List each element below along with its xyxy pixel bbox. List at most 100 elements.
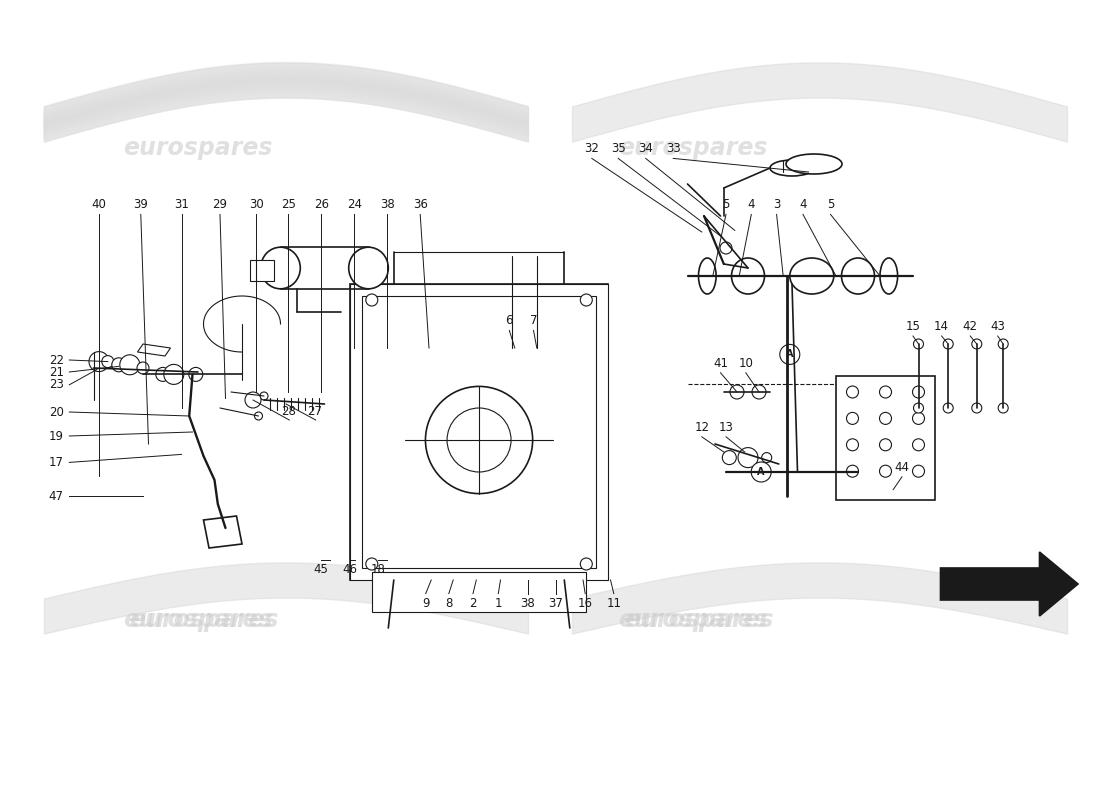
Ellipse shape [770, 160, 814, 176]
Text: 4: 4 [800, 198, 806, 211]
Polygon shape [940, 552, 1078, 616]
Ellipse shape [261, 247, 300, 289]
Text: 8: 8 [446, 597, 452, 610]
Circle shape [998, 403, 1009, 413]
Ellipse shape [349, 247, 388, 289]
Text: 35: 35 [610, 142, 626, 155]
Circle shape [138, 362, 148, 374]
Text: 5: 5 [827, 198, 834, 211]
Text: 11: 11 [606, 597, 621, 610]
Text: 23: 23 [48, 378, 64, 391]
Circle shape [245, 392, 261, 408]
Circle shape [880, 439, 891, 451]
Circle shape [581, 294, 592, 306]
Text: 37: 37 [548, 597, 563, 610]
Circle shape [880, 386, 891, 398]
Text: 41: 41 [713, 357, 728, 370]
Circle shape [943, 339, 954, 349]
Ellipse shape [880, 258, 898, 294]
Circle shape [913, 439, 924, 451]
Text: 1: 1 [495, 597, 502, 610]
Text: 31: 31 [174, 198, 189, 211]
Text: 29: 29 [212, 198, 228, 211]
Circle shape [847, 439, 858, 451]
Text: eurospares: eurospares [129, 608, 278, 632]
Circle shape [761, 453, 772, 462]
Text: 32: 32 [584, 142, 600, 155]
Text: 19: 19 [48, 430, 64, 442]
Circle shape [751, 462, 771, 482]
Text: 38: 38 [520, 597, 536, 610]
Circle shape [752, 385, 766, 399]
Text: 44: 44 [894, 461, 910, 474]
Text: 5: 5 [723, 198, 729, 211]
Text: 40: 40 [91, 198, 107, 211]
Text: 12: 12 [694, 421, 710, 434]
Text: 46: 46 [342, 563, 358, 576]
Circle shape [780, 344, 800, 364]
Circle shape [913, 339, 924, 349]
Text: 22: 22 [48, 354, 64, 366]
Text: 25: 25 [280, 198, 296, 211]
Circle shape [156, 367, 169, 382]
Circle shape [971, 403, 982, 413]
Text: 27: 27 [307, 405, 322, 418]
Text: 9: 9 [422, 597, 429, 610]
Circle shape [426, 386, 532, 494]
Circle shape [880, 413, 891, 424]
Circle shape [254, 412, 263, 420]
Text: 20: 20 [48, 406, 64, 418]
Circle shape [847, 386, 858, 398]
Circle shape [112, 358, 125, 372]
Text: 7: 7 [530, 314, 537, 327]
Text: 18: 18 [371, 563, 386, 576]
Circle shape [943, 403, 954, 413]
Bar [350, 284, 608, 580]
Text: 6: 6 [506, 314, 513, 327]
Text: 34: 34 [638, 142, 653, 155]
Ellipse shape [842, 258, 874, 294]
Text: 3: 3 [773, 198, 780, 211]
Circle shape [730, 385, 744, 399]
Text: 45: 45 [314, 563, 329, 576]
Circle shape [913, 403, 924, 413]
Ellipse shape [732, 258, 764, 294]
Text: 28: 28 [280, 405, 296, 418]
Circle shape [738, 447, 758, 467]
Text: 42: 42 [962, 320, 978, 333]
Circle shape [447, 408, 512, 472]
Ellipse shape [786, 154, 842, 174]
Circle shape [189, 367, 202, 382]
Circle shape [998, 339, 1009, 349]
Circle shape [366, 294, 377, 306]
Text: 13: 13 [718, 421, 734, 434]
Circle shape [723, 450, 736, 465]
Circle shape [913, 386, 924, 398]
Bar [372, 572, 586, 612]
Circle shape [89, 352, 109, 371]
Bar [362, 296, 596, 568]
Ellipse shape [698, 258, 716, 294]
Circle shape [581, 558, 592, 570]
Circle shape [913, 465, 924, 477]
Text: 24: 24 [346, 198, 362, 211]
Text: 16: 16 [578, 597, 593, 610]
Circle shape [164, 365, 184, 385]
Text: 10: 10 [738, 357, 754, 370]
Text: 14: 14 [934, 320, 949, 333]
Circle shape [102, 355, 113, 368]
Text: 39: 39 [133, 198, 148, 211]
Text: 36: 36 [412, 198, 428, 211]
Circle shape [260, 392, 268, 400]
Circle shape [913, 413, 924, 424]
Text: 38: 38 [379, 198, 395, 211]
Bar [250, 260, 274, 281]
Text: eurospares: eurospares [123, 136, 273, 160]
Text: A: A [758, 467, 764, 477]
Bar [836, 376, 935, 500]
Text: 4: 4 [748, 198, 755, 211]
Ellipse shape [790, 258, 834, 294]
Circle shape [847, 413, 858, 424]
Text: 26: 26 [314, 198, 329, 211]
Text: 17: 17 [48, 456, 64, 469]
